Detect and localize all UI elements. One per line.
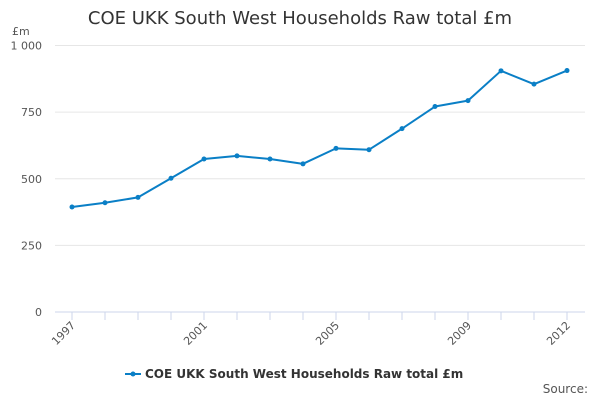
data-point xyxy=(201,156,207,162)
source-label: Source: xyxy=(542,382,588,396)
legend-marker-icon xyxy=(130,371,136,377)
data-point xyxy=(399,126,405,132)
data-point xyxy=(168,175,174,181)
data-point xyxy=(267,156,273,162)
legend-label: COE UKK South West Households Raw total … xyxy=(145,367,463,381)
data-point xyxy=(465,98,471,104)
data-point xyxy=(498,68,504,74)
data-point xyxy=(564,68,570,74)
x-tick-label: 2012 xyxy=(544,319,573,348)
y-tick-label: 0 xyxy=(35,306,42,319)
y-tick-label: 750 xyxy=(21,106,42,119)
x-tick-label: 1997 xyxy=(49,319,78,348)
data-point xyxy=(333,145,339,151)
data-point xyxy=(135,194,141,200)
y-axis-unit-label: £m xyxy=(12,25,30,38)
x-tick-label: 2005 xyxy=(313,319,342,348)
data-point xyxy=(432,104,438,110)
series-line xyxy=(71,69,568,208)
y-tick-label: 1 000 xyxy=(11,40,43,53)
data-point xyxy=(531,81,537,87)
x-tick-label: 2001 xyxy=(181,319,210,348)
chart-title: COE UKK South West Households Raw total … xyxy=(87,8,513,29)
y-tick-label: 500 xyxy=(21,173,42,186)
data-point xyxy=(234,153,240,159)
data-point xyxy=(102,200,108,206)
y-tick-label: 250 xyxy=(21,239,42,252)
x-tick-label: 2009 xyxy=(445,319,474,348)
data-point xyxy=(366,147,372,153)
data-point xyxy=(69,204,75,210)
data-point xyxy=(300,161,306,167)
